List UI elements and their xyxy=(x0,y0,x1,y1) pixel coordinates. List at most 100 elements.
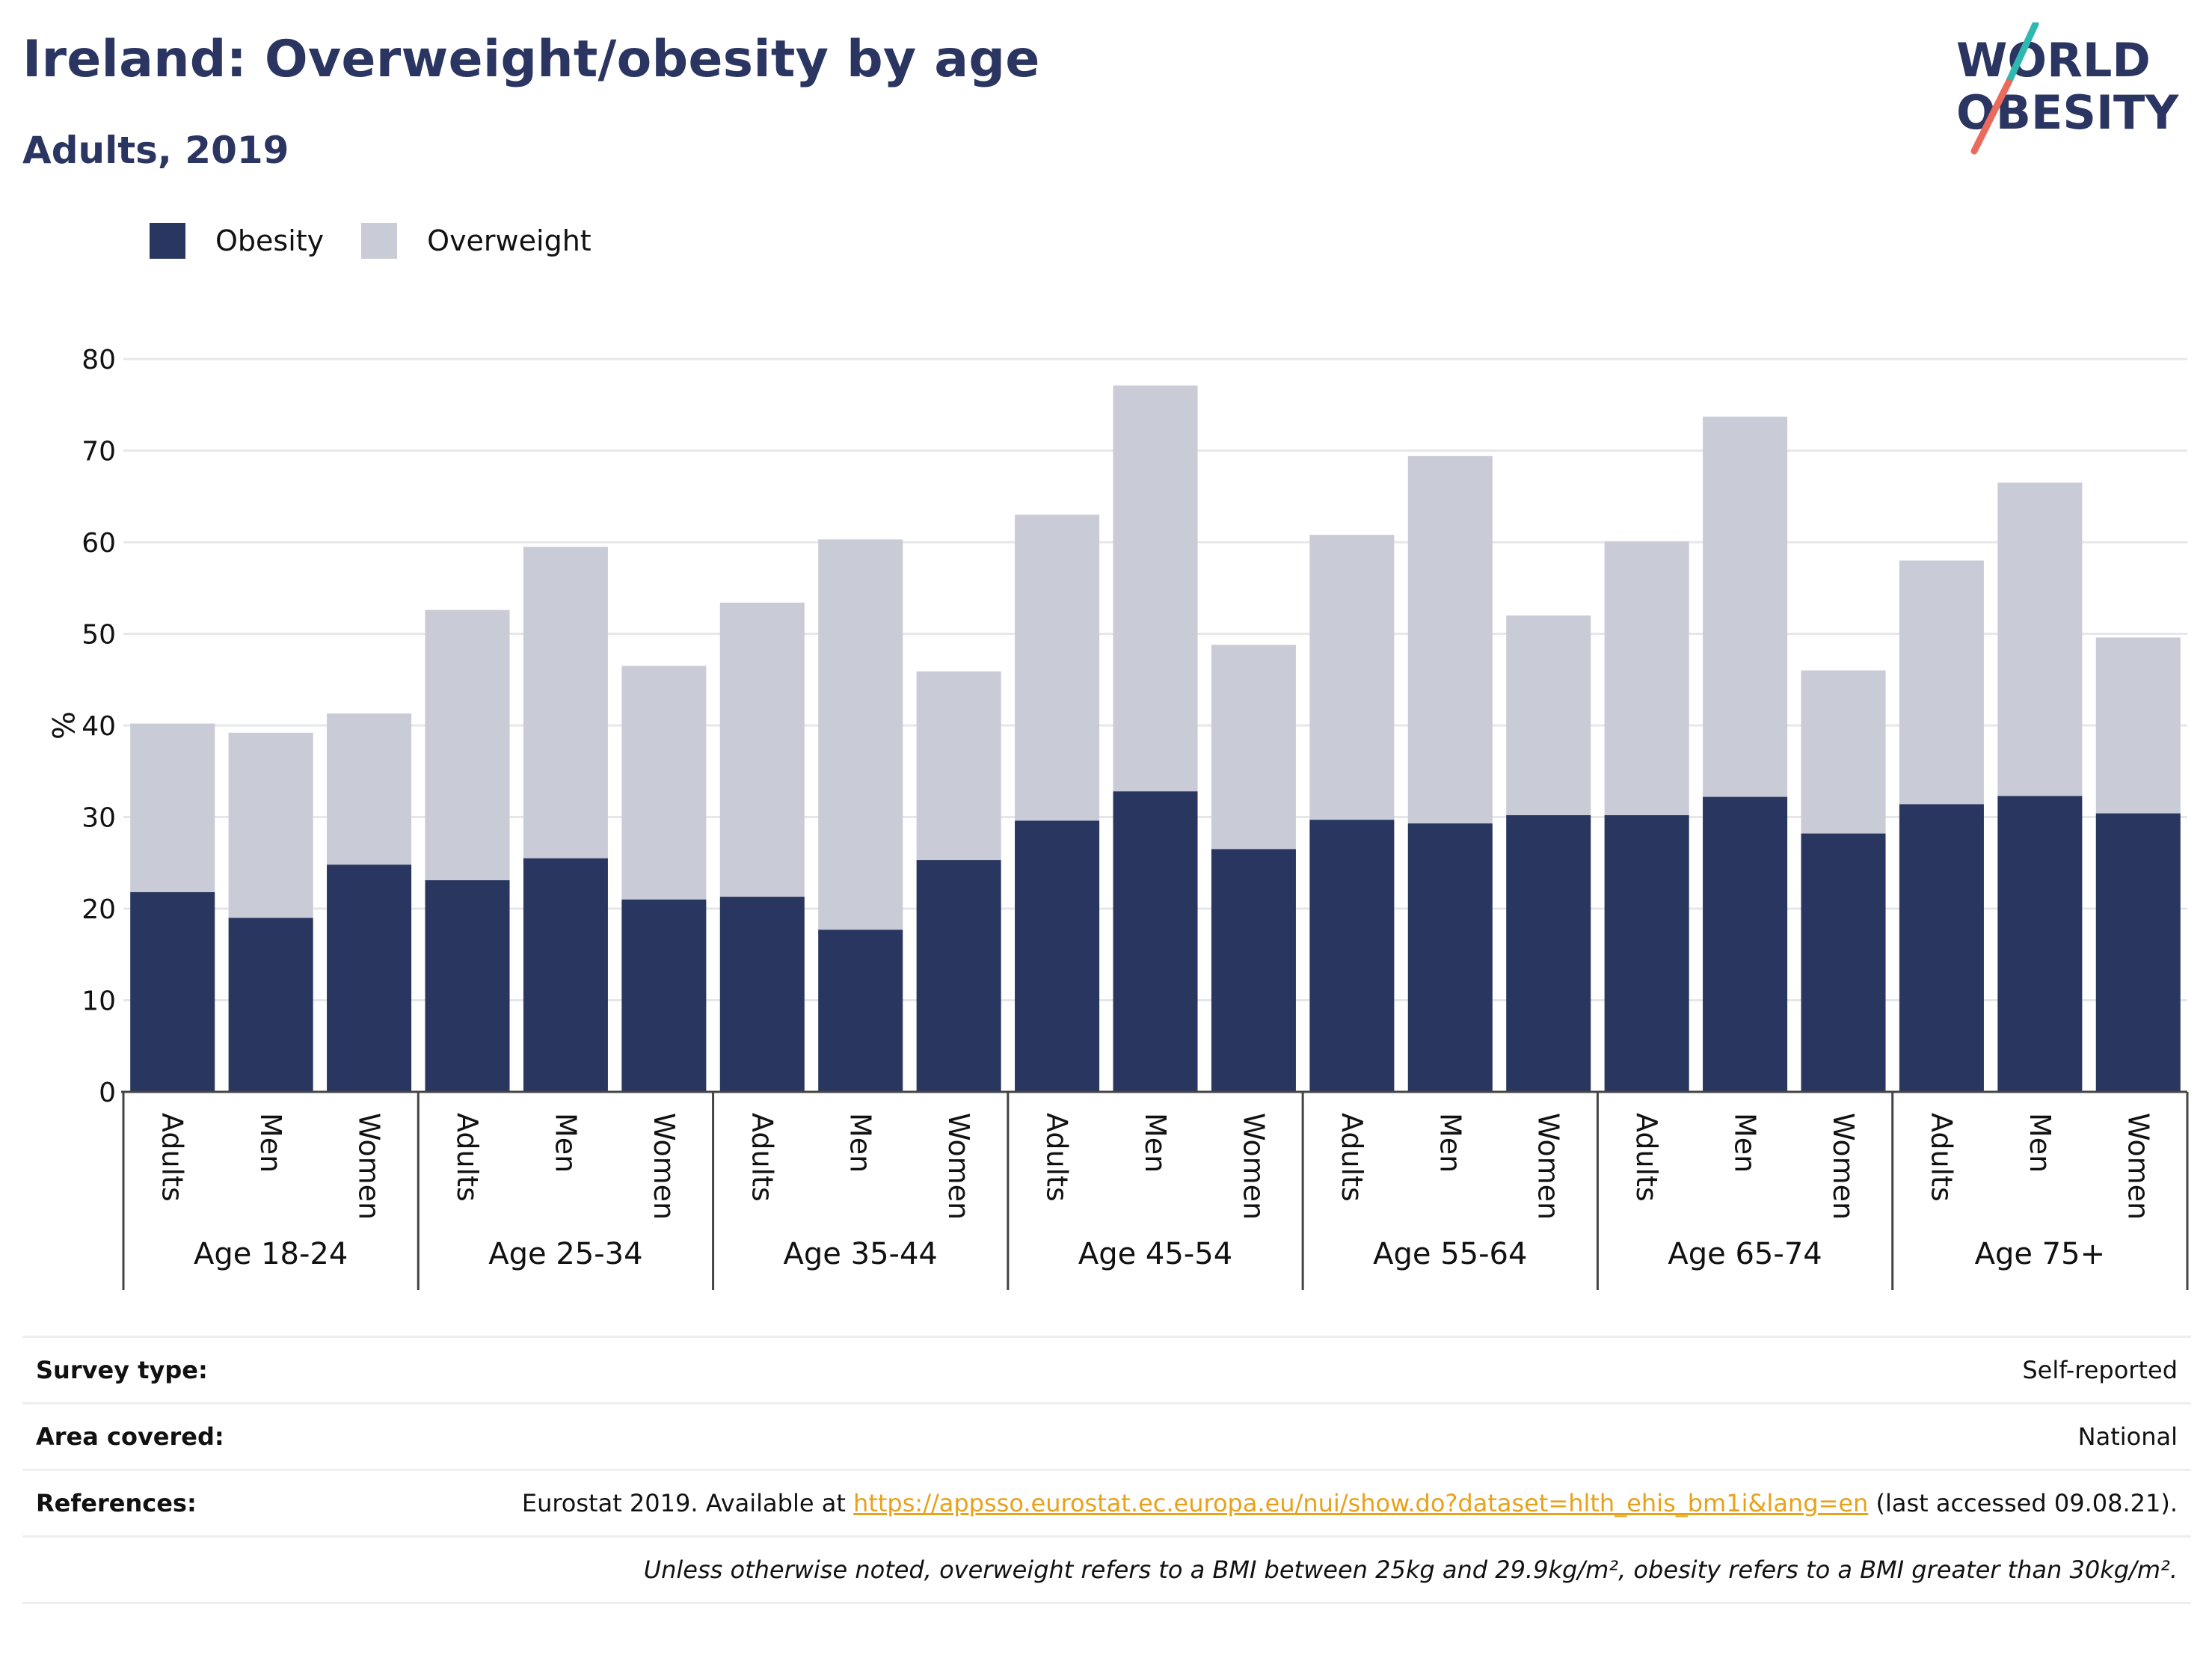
bar-obesity xyxy=(130,891,215,1092)
x-subcategory-label: Adults xyxy=(451,1113,484,1202)
bar-overweight xyxy=(1407,455,1493,824)
x-subcategory-label: Men xyxy=(1139,1113,1172,1173)
bar-obesity xyxy=(228,918,313,1092)
x-group-label: Age 75+ xyxy=(1975,1237,2106,1271)
bar-obesity xyxy=(523,858,608,1092)
bar-overweight xyxy=(1113,385,1198,792)
x-group-label: Age 55-64 xyxy=(1373,1237,1527,1271)
x-group-label: Age 45-54 xyxy=(1078,1237,1232,1271)
x-subcategory-label: Adults xyxy=(156,1113,189,1202)
survey-type-value: Self-reported xyxy=(268,1336,2191,1404)
y-tick-label: 40 xyxy=(82,711,116,742)
page-title: Ireland: Overweight/obesity by age xyxy=(22,30,1040,89)
legend-item-obesity[interactable]: Obesity xyxy=(150,223,324,259)
x-subcategory-label: Adults xyxy=(1630,1113,1663,1202)
bar-obesity xyxy=(719,897,805,1092)
world-obesity-logo: WORLD OBESITY xyxy=(1956,22,2179,155)
x-subcategory-label: Women xyxy=(648,1113,681,1220)
bar-overweight xyxy=(425,610,510,881)
bar-overweight xyxy=(1015,515,1100,821)
y-tick-label: 20 xyxy=(82,894,116,925)
info-row-area: Area covered: National xyxy=(22,1402,2191,1470)
bar-obesity xyxy=(1113,791,1198,1092)
bar-obesity xyxy=(1997,796,2083,1092)
legend-item-overweight[interactable]: Overweight xyxy=(361,223,592,259)
info-table: Survey type: Self-reported Area covered:… xyxy=(22,1336,2191,1604)
bmi-note: Unless otherwise noted, overweight refer… xyxy=(22,1535,2191,1604)
bar-overweight xyxy=(916,671,1001,861)
bar-overweight xyxy=(1801,670,1886,834)
x-subcategory-label: Men xyxy=(1729,1113,1762,1173)
page-subtitle: Adults, 2019 xyxy=(22,129,289,172)
bar-overweight xyxy=(130,723,215,892)
bar-obesity xyxy=(1506,815,1591,1092)
bar-overweight xyxy=(2095,637,2181,814)
bar-obesity xyxy=(327,865,412,1092)
y-tick-label: 70 xyxy=(82,437,116,467)
x-subcategory-label: Women xyxy=(2122,1113,2154,1220)
x-group-label: Age 65-74 xyxy=(1668,1237,1822,1271)
y-tick-label: 0 xyxy=(99,1078,116,1108)
logo-slash-teal xyxy=(2005,22,2039,86)
x-subcategory-label: Adults xyxy=(1041,1113,1074,1202)
x-group-label: Age 18-24 xyxy=(194,1237,348,1271)
bar-overweight xyxy=(1506,615,1591,816)
info-row-note: Unless otherwise noted, overweight refer… xyxy=(22,1535,2191,1604)
y-tick-label: 10 xyxy=(82,986,116,1017)
x-subcategory-label: Men xyxy=(1434,1113,1466,1173)
bar-overweight xyxy=(1997,482,2083,796)
bar-overweight xyxy=(1309,535,1395,820)
area-covered-label: Area covered: xyxy=(22,1402,268,1470)
y-axis-label: % xyxy=(45,711,79,740)
bar-overweight xyxy=(1899,560,1984,805)
x-subcategory-label: Adults xyxy=(1925,1113,1958,1202)
bar-obesity xyxy=(1899,804,1984,1092)
x-subcategory-label: Women xyxy=(1237,1113,1270,1220)
references-label: References: xyxy=(22,1469,268,1537)
bar-obesity xyxy=(1703,796,1788,1092)
x-subcategory-label: Adults xyxy=(746,1113,778,1202)
x-subcategory-label: Women xyxy=(1532,1113,1565,1220)
bar-obesity xyxy=(1309,820,1395,1092)
info-row-references: References: Eurostat 2019. Available at … xyxy=(22,1469,2191,1537)
bar-obesity xyxy=(1604,815,1689,1092)
x-subcategory-label: Men xyxy=(2024,1113,2056,1173)
legend-label-overweight: Overweight xyxy=(427,224,592,257)
references-link[interactable]: https://appsso.eurostat.ec.europa.eu/nui… xyxy=(853,1489,1869,1517)
x-subcategory-label: Women xyxy=(1827,1113,1860,1220)
x-subcategory-label: Adults xyxy=(1336,1113,1368,1202)
x-subcategory-label: Men xyxy=(254,1113,287,1173)
chart-legend: Obesity Overweight xyxy=(150,223,629,259)
bar-overweight xyxy=(523,547,608,859)
bar-obesity xyxy=(2095,813,2181,1092)
legend-swatch-obesity xyxy=(150,223,185,259)
bar-overweight xyxy=(327,713,412,865)
area-covered-value: National xyxy=(268,1402,2191,1470)
bar-overweight xyxy=(1703,417,1788,797)
bar-overweight xyxy=(1604,541,1689,816)
x-subcategory-label: Men xyxy=(844,1113,877,1173)
bar-overweight xyxy=(228,732,313,918)
bar-obesity xyxy=(1407,823,1493,1092)
bar-obesity xyxy=(1211,849,1296,1092)
logo-text-world: WORLD xyxy=(1956,33,2151,87)
x-subcategory-label: Men xyxy=(549,1113,582,1173)
survey-type-label: Survey type: xyxy=(22,1336,268,1404)
bar-obesity xyxy=(1801,833,1886,1092)
y-tick-label: 30 xyxy=(82,803,116,834)
y-tick-label: 50 xyxy=(82,620,116,651)
bar-overweight xyxy=(621,666,707,900)
bar-overweight xyxy=(719,602,805,897)
x-group-label: Age 35-44 xyxy=(784,1237,938,1271)
x-subcategory-label: Women xyxy=(353,1113,386,1220)
bar-obesity xyxy=(916,860,1001,1092)
y-tick-label: 80 xyxy=(82,345,116,375)
references-suffix: (last accessed 09.08.21). xyxy=(1868,1489,2178,1517)
bar-overweight xyxy=(818,539,903,930)
x-subcategory-label: Women xyxy=(942,1113,975,1220)
bar-overweight xyxy=(1211,645,1296,850)
legend-label-obesity: Obesity xyxy=(215,224,325,257)
bar-obesity xyxy=(818,930,903,1092)
y-tick-label: 60 xyxy=(82,528,116,559)
legend-swatch-overweight xyxy=(361,223,398,259)
